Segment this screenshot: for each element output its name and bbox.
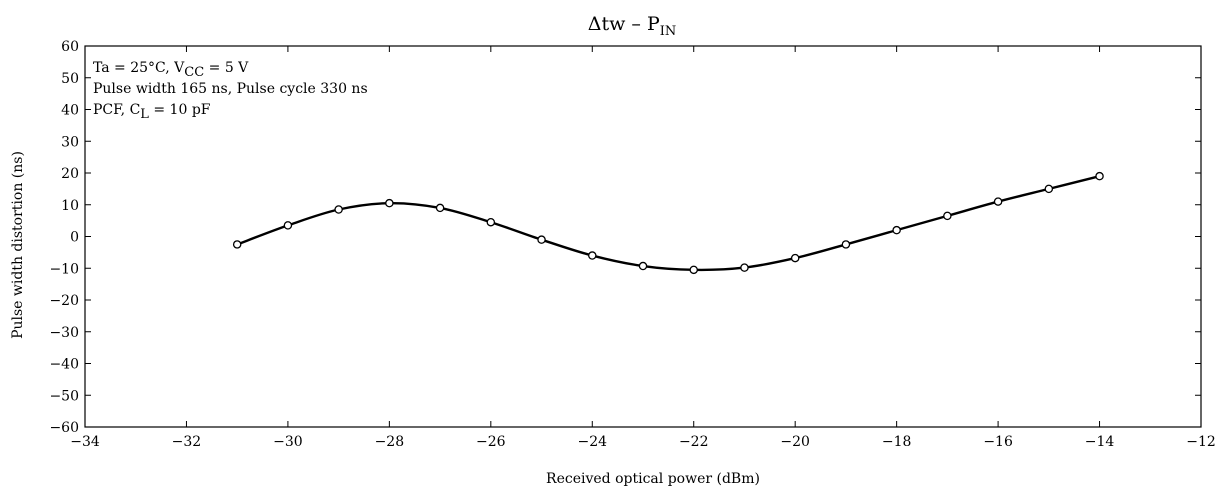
x-tick-label: −28	[375, 434, 405, 450]
y-tick-label: 50	[61, 71, 79, 87]
series-line	[236, 175, 1100, 272]
y-tick-label: −30	[49, 325, 79, 341]
x-tick-label: −14	[1085, 434, 1115, 450]
data-point	[537, 235, 546, 244]
data-point	[486, 217, 496, 227]
data-point	[283, 221, 293, 230]
y-axis: 60 50 40 30 20 10 0 −10 −20 −30 −40 −50 −60	[49, 39, 1201, 436]
annotation-line: Pulse width 165 ns, Pulse cycle 330 ns	[93, 81, 368, 97]
data-point	[1095, 171, 1104, 181]
x-tick-label: −22	[679, 434, 709, 450]
y-tick-label: −60	[49, 420, 79, 436]
x-tick-label: −30	[273, 434, 303, 450]
x-tick-label: −16	[983, 434, 1013, 450]
x-tick-label: −20	[780, 434, 810, 450]
y-tick-label: 60	[61, 39, 79, 55]
y-tick-label: −20	[49, 293, 79, 309]
chart-title: Δtw – PIN	[588, 13, 677, 39]
y-tick-label: 10	[61, 198, 79, 214]
plot-frame	[84, 45, 1202, 428]
data-point	[689, 265, 698, 275]
data-point	[588, 251, 597, 260]
x-tick-label: −18	[882, 434, 912, 450]
data-point	[993, 197, 1003, 206]
x-tick-label: −26	[476, 434, 506, 450]
y-axis-label: Pulse width distortion (ns)	[10, 151, 26, 339]
data-point	[740, 263, 749, 272]
data-point	[334, 205, 343, 214]
x-axis: −34 −32 −30 −28 −26 −24 −22 −20 −18 −16 −14 −12	[70, 46, 1216, 450]
y-tick-label: −50	[49, 388, 79, 404]
data-point	[943, 211, 952, 221]
data-point	[1044, 184, 1054, 194]
y-tick-label: 30	[61, 134, 79, 150]
data-point	[232, 240, 242, 249]
data-point	[435, 203, 445, 213]
series-markers	[232, 171, 1104, 275]
x-tick-label: −34	[70, 434, 100, 450]
data-point	[638, 261, 648, 271]
data-point	[841, 240, 851, 249]
data-point	[892, 225, 901, 235]
x-tick-label: −32	[172, 434, 202, 450]
y-tick-label: −10	[49, 261, 79, 277]
data-point	[385, 198, 394, 208]
y-tick-label: 20	[61, 166, 79, 182]
chart-title-subscript: IN	[660, 24, 677, 39]
annotation-line: Ta = 25°C, VCC = 5 V	[93, 60, 249, 80]
y-tick-label: 0	[70, 230, 79, 246]
data-point	[790, 253, 800, 263]
y-tick-label: −40	[49, 357, 79, 373]
x-axis-label: Received optical power (dBm)	[546, 471, 760, 487]
y-tick-label: 40	[61, 103, 79, 119]
chart-title-text: Δtw – P	[588, 13, 660, 35]
x-tick-label: −24	[577, 434, 607, 450]
x-tick-label: −12	[1186, 434, 1216, 450]
annotation-line: PCF, CL = 10 pF	[93, 102, 211, 122]
